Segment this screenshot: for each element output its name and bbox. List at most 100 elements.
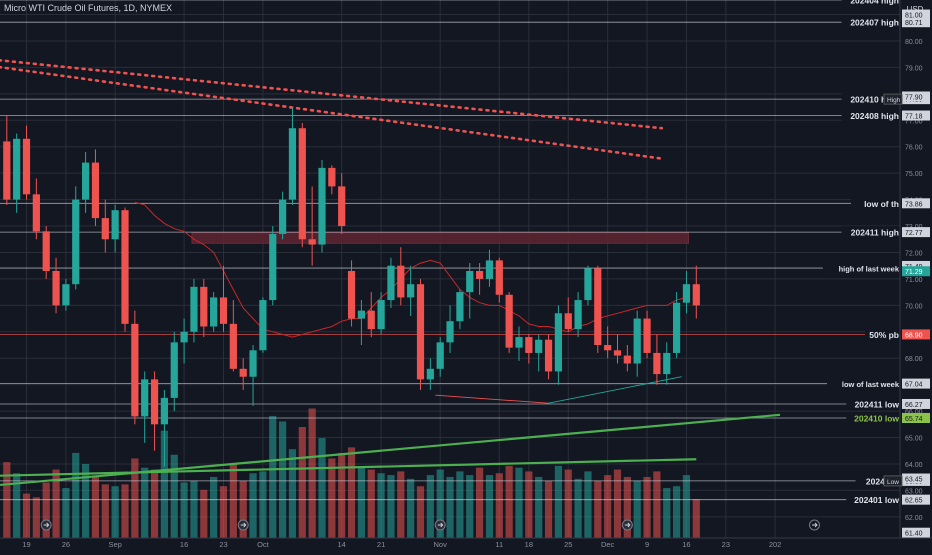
- candle-body: [3, 141, 11, 200]
- volume-bar: [673, 486, 681, 538]
- candle-body: [160, 397, 168, 425]
- candle-body: [52, 270, 60, 306]
- volume-bar: [682, 475, 691, 538]
- candle-body: [613, 350, 622, 356]
- level-label: 202401 low: [854, 495, 899, 505]
- candle-body: [456, 292, 464, 322]
- marker-tag-text: Low: [887, 479, 899, 486]
- candle-body: [515, 337, 523, 348]
- arrow-icon: [437, 522, 444, 528]
- volume-bar: [436, 469, 444, 538]
- candle-body: [446, 321, 454, 343]
- candle-body: [416, 284, 425, 380]
- trendline: [0, 58, 664, 130]
- time-tick-label: 23: [722, 540, 730, 549]
- volume-bar: [288, 449, 297, 538]
- volume-bar: [121, 484, 129, 538]
- candle-body: [279, 199, 287, 234]
- candle-body: [249, 350, 257, 377]
- level-label: 202411 high: [851, 228, 899, 238]
- volume-bar: [466, 475, 474, 538]
- price-tag: [902, 91, 930, 102]
- volume-bar: [397, 471, 405, 538]
- price-level-tag-text: 66.27: [905, 402, 923, 409]
- volume-bar: [82, 464, 90, 538]
- volume-bar: [653, 471, 661, 538]
- volume-bar: [407, 478, 415, 538]
- volume-bar: [180, 482, 188, 538]
- level-label: 202410 low: [854, 413, 899, 423]
- volume-bar: [377, 473, 385, 538]
- price-level-tag-text: 67.04: [905, 382, 923, 389]
- candle-body: [673, 302, 681, 353]
- time-tick-label: 21: [377, 540, 385, 549]
- price-tag-text: 77.90: [905, 94, 923, 101]
- trendline: [0, 458, 697, 477]
- level-label: 202404 high: [850, 0, 899, 6]
- price-level-tag: [902, 198, 930, 209]
- candle-body: [525, 337, 533, 353]
- price-axis[interactable]: USD80.0079.0078.0077.0076.0075.0074.0073…: [883, 0, 932, 550]
- price-level-tag: [902, 110, 930, 121]
- level-label: low of th: [864, 199, 899, 209]
- price-level-tag: [902, 227, 930, 238]
- candle-body: [22, 138, 31, 195]
- volume-bar: [416, 486, 425, 538]
- candle-body: [200, 286, 208, 327]
- candle-body: [121, 210, 129, 324]
- candle-body: [338, 186, 346, 227]
- level-label: low of last week: [842, 380, 900, 389]
- level-label-bg: [864, 328, 900, 341]
- volume-bar: [328, 458, 336, 538]
- price-tag: [902, 527, 930, 538]
- volume-bar: [13, 473, 21, 538]
- candle-body: [544, 339, 553, 372]
- candle-body: [692, 284, 700, 306]
- price-level-tag-text: 77.18: [905, 114, 923, 121]
- level-label: 202407 high: [850, 18, 899, 28]
- time-tick-label: 23: [219, 540, 227, 549]
- candle-body: [397, 265, 405, 298]
- volume-bar: [594, 480, 602, 538]
- price-tick-label: 75.00: [905, 171, 923, 178]
- price-tick-label: 63.00: [905, 488, 923, 495]
- candle-body: [535, 339, 543, 353]
- volume-bar: [42, 482, 50, 538]
- time-tick-label: 19: [22, 540, 30, 549]
- level-label-bg: [822, 262, 900, 275]
- price-tick-label: 62.00: [905, 515, 923, 522]
- time-tick-label: 18: [525, 540, 533, 549]
- candle-body: [42, 231, 50, 271]
- volume-bar: [584, 471, 592, 538]
- candle-body: [170, 342, 178, 398]
- candle-body: [574, 300, 582, 330]
- volume-bar: [160, 430, 168, 538]
- volume-bar: [515, 467, 523, 538]
- volume-bar: [141, 467, 149, 538]
- volume-bar: [72, 452, 80, 538]
- candle-body: [476, 270, 484, 279]
- candle-body: [505, 294, 513, 348]
- price-tick-label: 79.00: [905, 65, 923, 72]
- candle-body: [643, 318, 651, 353]
- time-axis[interactable]: 19 26 Sep 16 23 Oct 14 21 Nov 11 18 25 Dec 9 16 23 202: [0, 537, 932, 550]
- candle-body: [131, 323, 139, 417]
- candle-body: [101, 218, 109, 240]
- volume-bar: [633, 480, 641, 538]
- price-tick-label: 64.00: [905, 462, 923, 469]
- time-tick-label: 16: [682, 540, 690, 549]
- price-level-tag-text: 68.90: [905, 332, 923, 339]
- volume-bar: [357, 467, 365, 538]
- volume-bar: [564, 469, 572, 538]
- arrow-icon: [812, 522, 818, 528]
- level-label: 202410 high: [850, 95, 899, 105]
- price-tick-label: 66.00: [905, 409, 923, 416]
- level-label: 202411 low: [855, 399, 900, 409]
- candle-body: [111, 210, 119, 240]
- price-tick-label: 68.00: [905, 356, 923, 363]
- volume-bar: [535, 476, 543, 538]
- marker-tag: [883, 475, 903, 487]
